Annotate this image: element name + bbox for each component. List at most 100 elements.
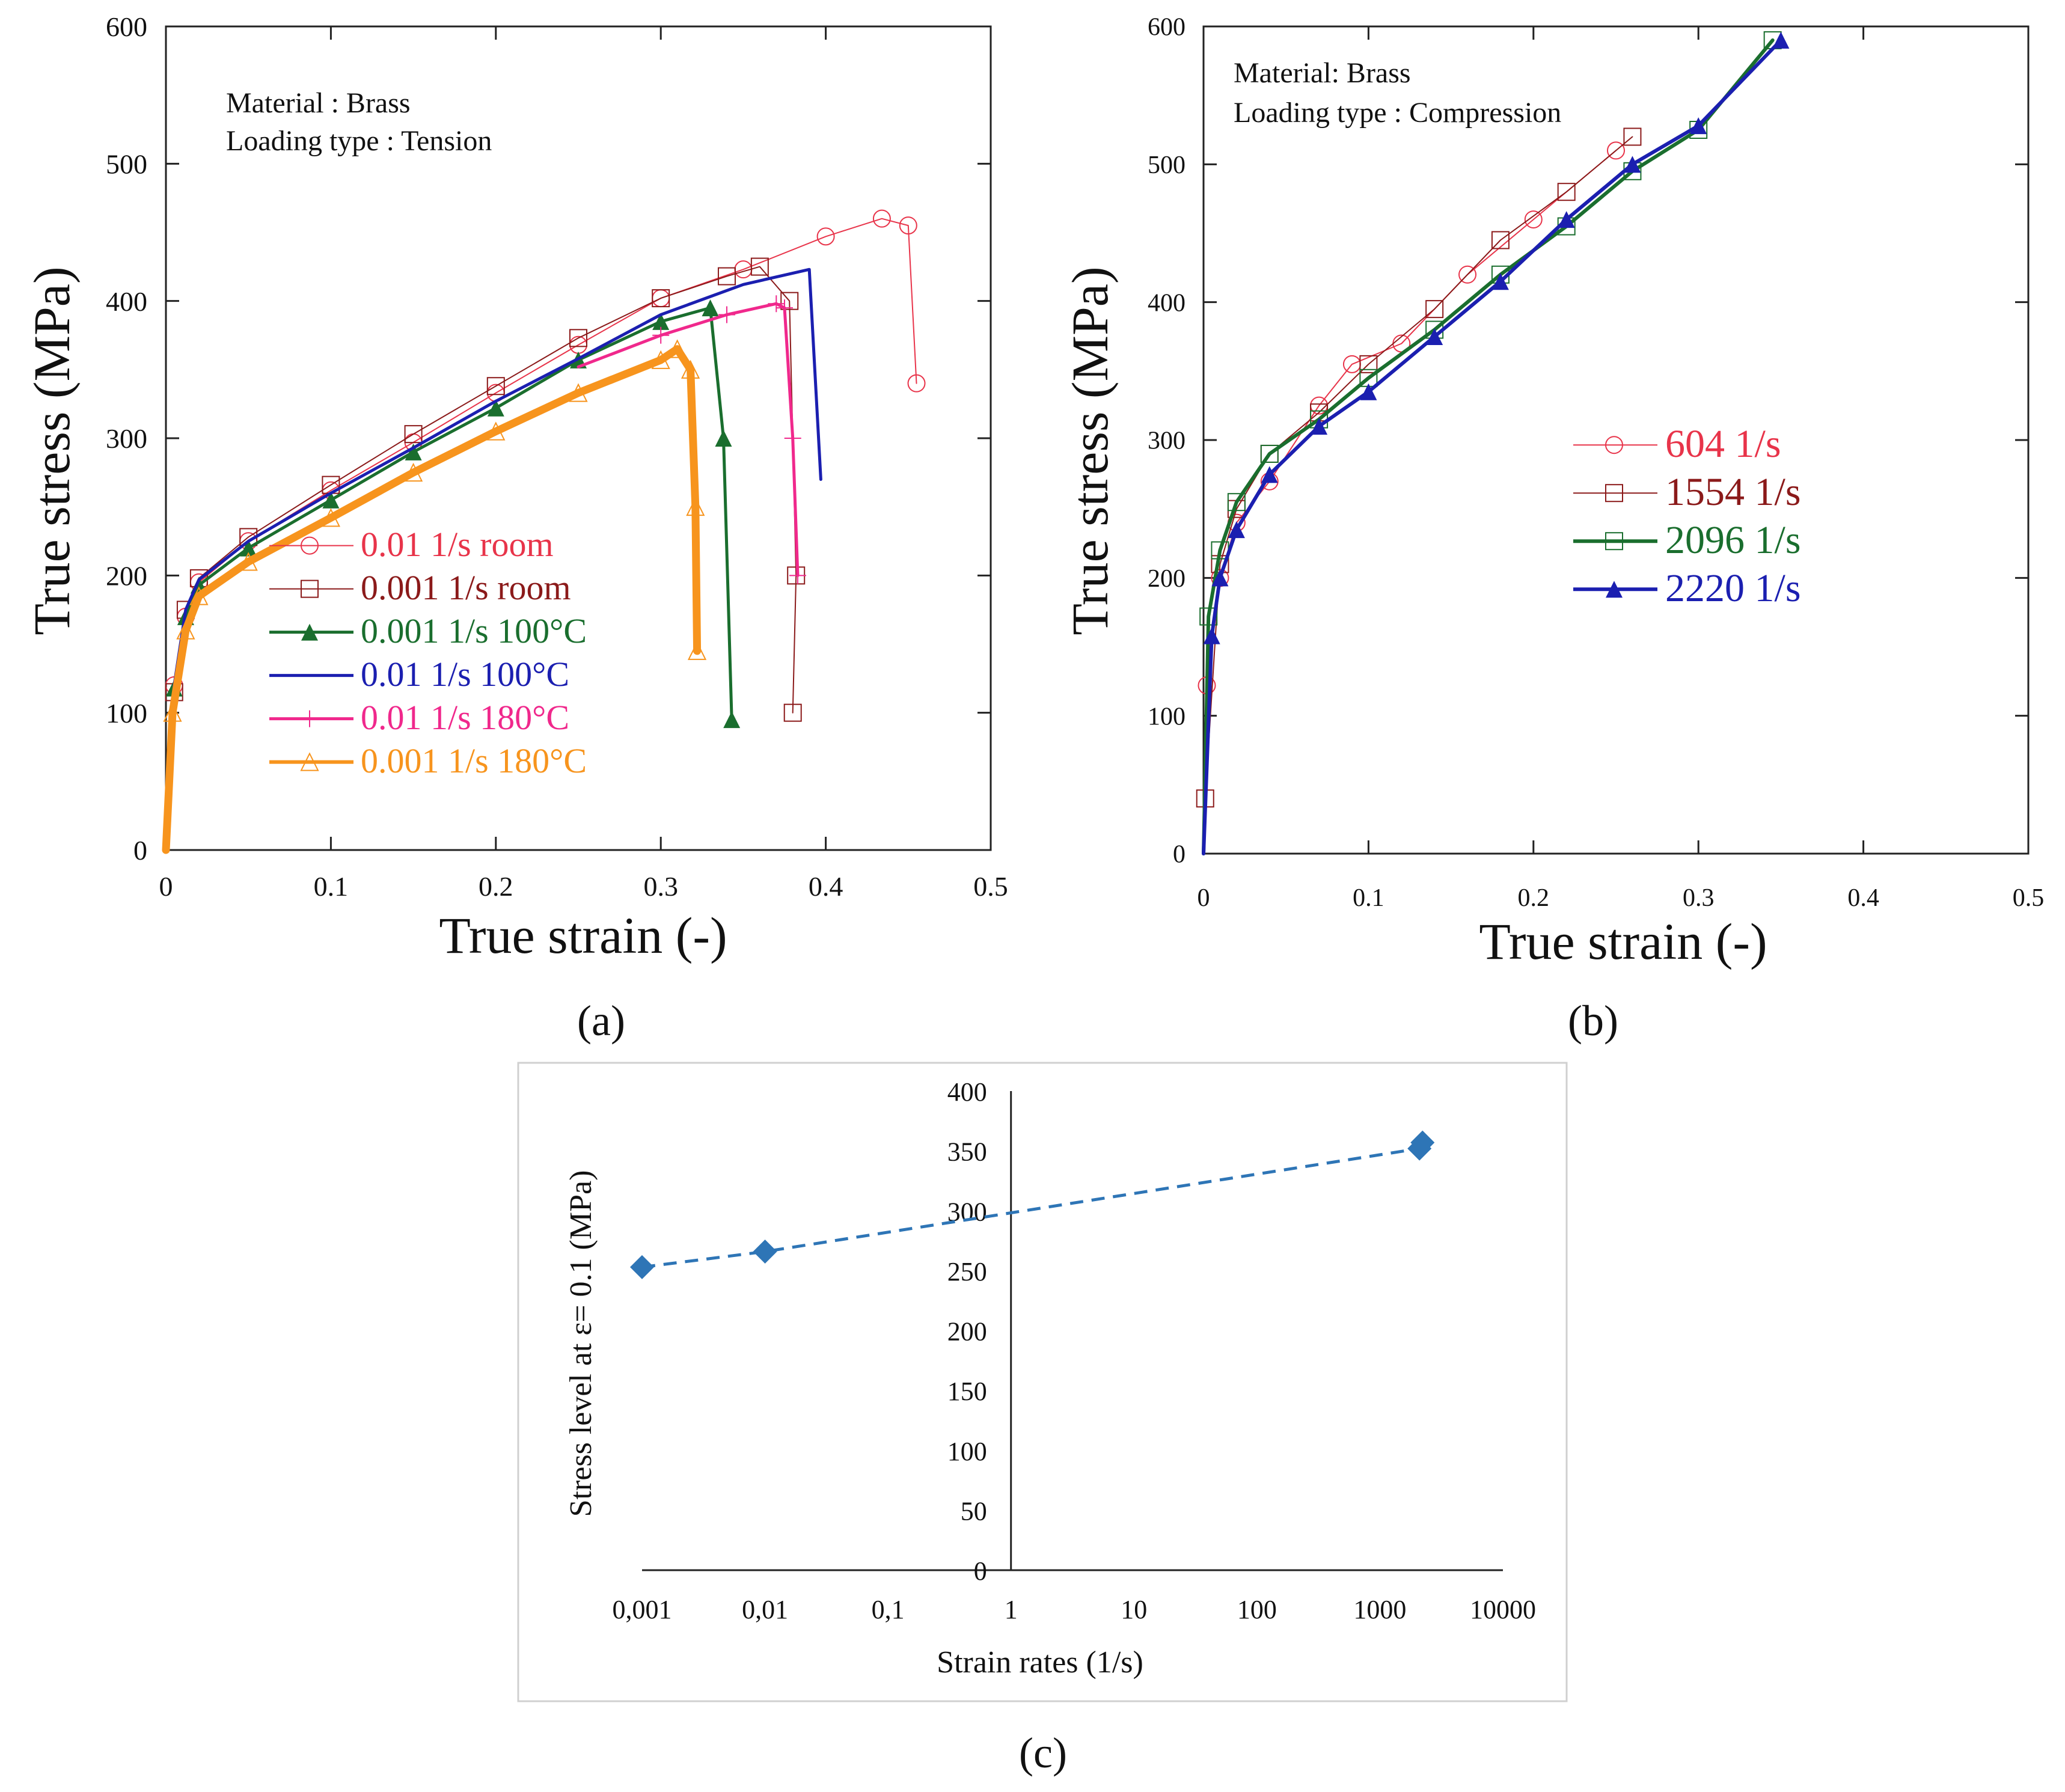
data-point	[789, 567, 806, 584]
panel-label-a: (a)	[577, 997, 625, 1045]
data-point	[1311, 418, 1328, 435]
x-tick-label: 0,01	[742, 1595, 788, 1624]
data-point	[176, 620, 195, 640]
data-point	[1426, 328, 1443, 345]
x-tick-label: 0.5	[2013, 884, 2045, 912]
legend-marker	[301, 623, 318, 641]
data-point	[816, 227, 835, 246]
data-point	[872, 209, 891, 228]
data-point	[404, 425, 423, 444]
data-point	[715, 430, 732, 447]
annotation-loading-b: Loading type : Compression	[1234, 97, 1561, 129]
data-point	[1199, 607, 1218, 626]
data-point	[321, 508, 341, 527]
legend-label: 1554 1/s	[1665, 470, 1801, 514]
data-point	[1491, 273, 1509, 290]
x-axis-label-a: True strain (-)	[439, 907, 727, 964]
chart-area-border-c	[517, 1062, 1568, 1702]
legend-marker	[301, 579, 319, 598]
data-point	[1607, 141, 1625, 160]
y-tick-label: 200	[947, 1317, 987, 1347]
y-tick-label: 500	[106, 148, 147, 179]
chart-panel-b: 0 0.1 0.2 0.3 0.4 0.5 0 100 200 300 400 500 600 604 …	[1061, 14, 2044, 1045]
data-point	[569, 383, 588, 402]
series-layer-a	[162, 209, 926, 854]
data-point	[486, 377, 505, 396]
y-tick-label: 200	[1148, 565, 1185, 593]
legend-marker	[1605, 484, 1623, 503]
data-point	[681, 359, 700, 379]
data-point	[1360, 383, 1377, 400]
legend-label: 0.001 1/s 100°C	[361, 611, 587, 650]
data-point	[686, 497, 705, 516]
y-axis-label-a: True stress (MPa)	[23, 266, 81, 635]
data-point	[1624, 156, 1641, 173]
legend-label: 0.01 1/s room	[361, 525, 554, 564]
x-tick-label: 0,1	[872, 1595, 905, 1624]
data-point	[189, 586, 209, 605]
x-tick-label: 1	[1005, 1595, 1018, 1624]
y-tick-label: 150	[947, 1377, 987, 1406]
data-point	[687, 641, 707, 660]
annotation-loading-a: Loading type : Tension	[226, 125, 492, 157]
chart-panel-a: 0 0.1 0.2 0.3 0.4 0.5 0 100 200 300 400 500 600 0.01…	[23, 11, 1008, 1045]
y-tick-label: 0	[133, 835, 147, 866]
x-tick-label: 0.3	[643, 871, 678, 902]
data-point	[652, 326, 670, 344]
tick-marks-b: 0 0.1 0.2 0.3 0.4 0.5 0 100 200 300 400 500 600	[1148, 14, 2044, 912]
data-point	[651, 350, 670, 369]
annotation-material-a: Material : Brass	[226, 87, 411, 119]
data-point	[1690, 117, 1707, 135]
data-point	[1425, 300, 1444, 319]
data-point	[1410, 1130, 1435, 1155]
tick-labels-c: 0,001 0,01 0,1 1 10 100 1000 10000 0 50 100 150 200 2…	[613, 1077, 1537, 1624]
data-point	[240, 539, 257, 557]
data-point	[1228, 521, 1245, 539]
data-point	[652, 313, 670, 330]
data-point	[487, 399, 504, 417]
y-tick-label: 250	[947, 1257, 987, 1286]
x-tick-label: 0.3	[1683, 884, 1715, 912]
data-point	[163, 703, 182, 722]
data-point	[1261, 466, 1278, 483]
y-tick-label: 300	[106, 423, 147, 454]
x-tick-label: 0.4	[1847, 884, 1879, 912]
data-point	[717, 267, 736, 286]
data-point	[702, 299, 719, 317]
data-point	[784, 430, 801, 447]
x-tick-label: 0.2	[479, 871, 513, 902]
y-tick-label: 100	[947, 1437, 987, 1466]
legend-marker	[301, 536, 319, 555]
data-point	[1211, 569, 1229, 587]
x-tick-label: 0.2	[1518, 884, 1550, 912]
data-point	[486, 421, 506, 441]
series-layer-c	[630, 1130, 1435, 1279]
data-point	[750, 257, 769, 276]
data-point	[907, 374, 926, 393]
x-axis-label-c: Strain rates (1/s)	[937, 1645, 1143, 1680]
y-axis-label-c: Stress level at ε= 0.1 (MPa)	[564, 1170, 598, 1517]
y-tick-label: 100	[106, 698, 147, 729]
tick-marks-a: 0 0.1 0.2 0.3 0.4 0.5 0 100 200 300 400 500 600	[106, 11, 1008, 902]
legend-label: 2220 1/s	[1665, 566, 1801, 610]
legend-marker	[301, 710, 318, 727]
data-point	[1491, 231, 1510, 249]
data-point	[753, 1239, 777, 1264]
x-tick-label: 0.5	[973, 871, 1008, 902]
y-axis-label-b: True stress (MPa)	[1061, 266, 1119, 635]
data-point	[630, 1255, 654, 1279]
panel-label-c: (c)	[1019, 1729, 1067, 1777]
x-tick-label: 100	[1237, 1595, 1277, 1624]
data-point	[239, 552, 258, 571]
data-point	[776, 299, 793, 317]
y-tick-label: 600	[1148, 14, 1185, 41]
x-tick-label: 0	[1198, 884, 1210, 912]
legend-label: 0.001 1/s 180°C	[361, 741, 587, 780]
series-line-1	[1203, 150, 1617, 854]
x-tick-label: 10	[1121, 1595, 1147, 1624]
data-point	[1359, 355, 1378, 373]
data-point	[768, 295, 785, 313]
data-point	[1524, 210, 1543, 229]
data-point	[1203, 627, 1220, 644]
y-tick-label: 100	[1148, 703, 1185, 730]
